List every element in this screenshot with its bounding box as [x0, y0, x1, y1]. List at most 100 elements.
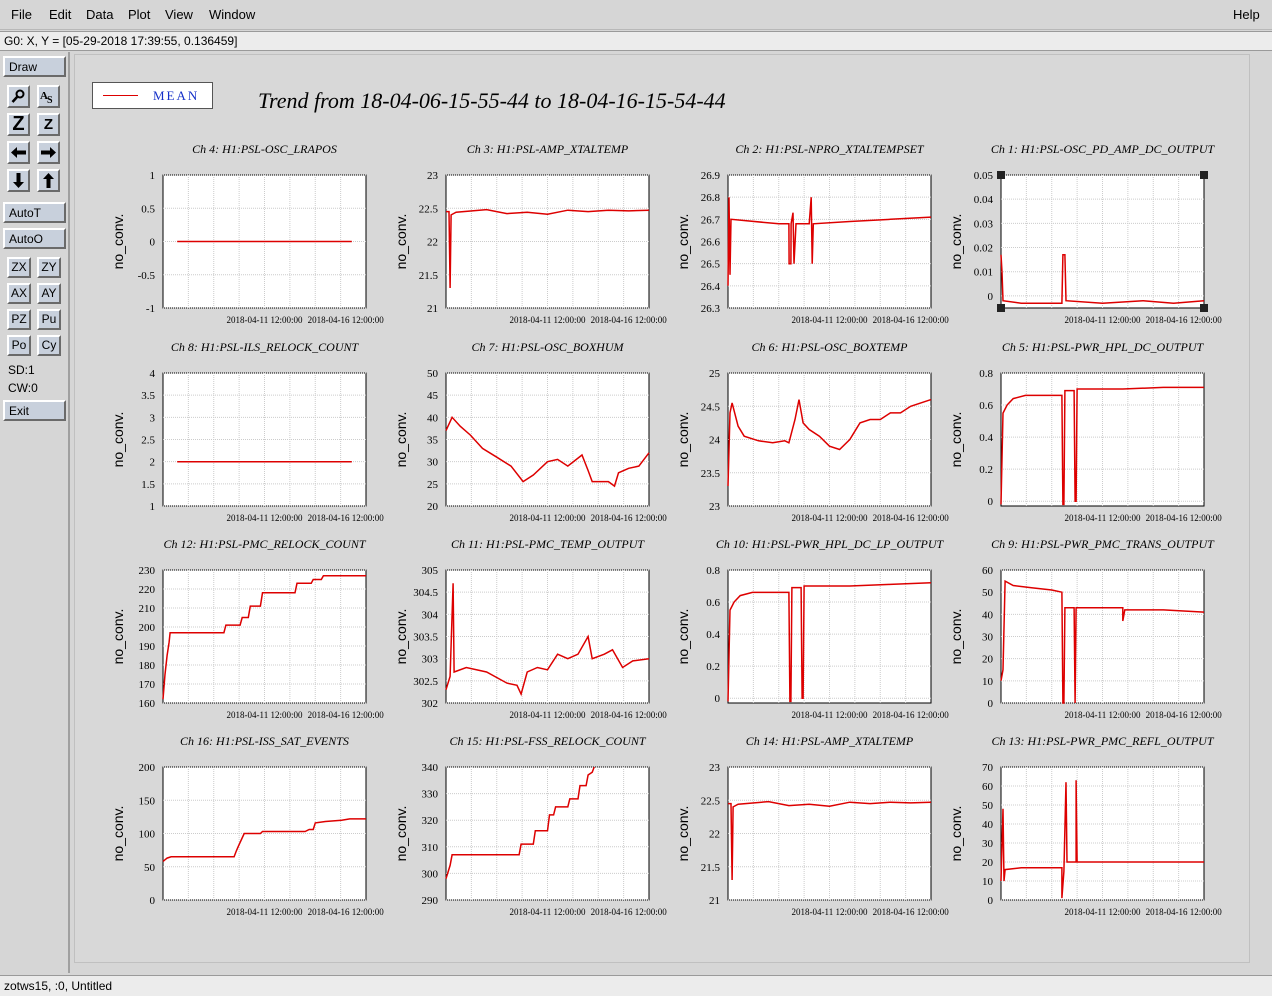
chart-panel[interactable] [1000, 766, 1205, 901]
y-tick-label: 303.5 [413, 632, 438, 644]
y-tick-label: 100 [139, 829, 156, 841]
y-axis-label: no_conv. [675, 806, 691, 862]
chart-title: Ch 5: H1:PSL-PWR_HPL_DC_OUTPUT [1002, 340, 1205, 354]
coordinate-readout: G0: X, Y = [05-29-2018 17:39:55, 0.13645… [0, 31, 1272, 51]
chart-panel[interactable] [1000, 569, 1205, 704]
chart-title: Ch 1: H1:PSL-OSC_PD_AMP_DC_OUTPUT [991, 142, 1216, 156]
pz-button[interactable]: PZ [7, 309, 31, 330]
y-tick-label: 20 [982, 857, 994, 869]
x-tick-label: 2018-04-11 12:00:00 [792, 710, 868, 720]
menu-view[interactable]: View [165, 7, 193, 22]
zoom-big-icon[interactable]: Z [7, 113, 30, 136]
y-tick-label: 4 [150, 368, 156, 380]
x-tick-label: 2018-04-11 12:00:00 [227, 513, 303, 523]
y-axis-label: no_conv. [948, 806, 964, 862]
y-tick-label: 21 [709, 895, 720, 907]
autot-button[interactable]: AutoT [3, 202, 66, 223]
series-line [162, 574, 366, 700]
chart-panel[interactable] [727, 174, 932, 309]
y-tick-label: 20 [982, 654, 994, 666]
y-axis-label: no_conv. [110, 412, 126, 468]
y-tick-label: 0 [988, 291, 994, 303]
y-axis-label: no_conv. [393, 806, 409, 862]
chart-panel[interactable] [727, 569, 932, 704]
menu-window[interactable]: Window [209, 7, 256, 22]
po-button[interactable]: Po [7, 335, 31, 356]
y-tick-label: 0.04 [974, 194, 994, 206]
pu-button[interactable]: Pu [37, 309, 61, 330]
chart-panel[interactable] [727, 372, 932, 507]
chart-title: Ch 15: H1:PSL-FSS_RELOCK_COUNT [449, 734, 646, 748]
y-tick-label: 1 [150, 170, 156, 182]
series-line [445, 583, 650, 697]
menu-edit[interactable]: Edit [49, 7, 72, 22]
series-line [727, 197, 932, 286]
y-tick-label: 26.5 [701, 259, 721, 271]
x-tick-label: 2018-04-16 12:00:00 [591, 315, 668, 325]
selection-handle[interactable] [997, 171, 1005, 179]
x-tick-label: 2018-04-11 12:00:00 [1065, 315, 1141, 325]
arrow-up-icon[interactable] [37, 169, 60, 192]
chart-panel[interactable] [445, 766, 650, 901]
y-tick-label: 0.2 [979, 464, 993, 476]
arrow-down-icon[interactable] [7, 169, 30, 192]
magnify-icon[interactable] [7, 85, 30, 108]
arrow-right-icon[interactable] [37, 141, 60, 164]
x-tick-label: 2018-04-16 12:00:00 [873, 315, 950, 325]
chart-panel[interactable] [162, 766, 367, 901]
y-tick-label: 26.9 [701, 170, 721, 182]
y-axis-label: no_conv. [393, 214, 409, 270]
chart-title: Ch 3: H1:PSL-AMP_XTALTEMP [467, 142, 629, 156]
series-line [445, 415, 650, 488]
autoo-button[interactable]: AutoO [3, 228, 66, 249]
y-tick-label: 26.6 [701, 237, 721, 249]
ax-button[interactable]: AX [7, 283, 31, 304]
chart-panel[interactable] [1000, 372, 1205, 507]
menu-help[interactable]: Help [1233, 7, 1260, 22]
cy-button[interactable]: Cy [37, 335, 61, 356]
chart-panel[interactable] [162, 569, 367, 704]
y-tick-label: 0.05 [974, 170, 994, 182]
y-tick-label: -1 [146, 303, 155, 315]
menu-plot[interactable]: Plot [128, 7, 151, 22]
series-line [728, 800, 932, 881]
ay-button[interactable]: AY [37, 283, 61, 304]
selection-handle[interactable] [1200, 171, 1208, 179]
x-tick-label: 2018-04-11 12:00:00 [510, 710, 586, 720]
exit-button[interactable]: Exit [3, 400, 66, 421]
chart-panel[interactable] [162, 174, 367, 309]
selection-handle[interactable] [1200, 304, 1208, 312]
menu-file[interactable]: File [11, 7, 32, 22]
y-tick-label: 2 [150, 457, 156, 469]
arrow-left-icon[interactable] [7, 141, 30, 164]
series-line [1000, 780, 1204, 899]
draw-button[interactable]: Draw [3, 56, 66, 77]
chart-panel[interactable] [997, 171, 1208, 312]
chart-panel[interactable] [445, 372, 650, 507]
chart-title: Ch 9: H1:PSL-PWR_PMC_TRANS_OUTPUT [991, 537, 1215, 551]
y-tick-label: 25 [427, 479, 439, 491]
y-tick-label: 290 [422, 895, 439, 907]
y-tick-label: 30 [982, 632, 994, 644]
y-axis-label: no_conv. [110, 806, 126, 862]
zx-button[interactable]: ZX [7, 257, 31, 278]
y-tick-label: 10 [982, 676, 994, 688]
y-axis-label: no_conv. [675, 609, 691, 665]
zy-button[interactable]: ZY [37, 257, 61, 278]
zoom-small-icon[interactable]: Z [37, 113, 60, 136]
chart-panel[interactable] [445, 569, 650, 704]
x-tick-label: 2018-04-16 12:00:00 [1146, 710, 1223, 720]
chart-panel[interactable] [727, 766, 932, 901]
y-tick-label: 21.5 [701, 862, 721, 874]
y-tick-label: 0.01 [974, 267, 993, 279]
x-tick-label: 2018-04-11 12:00:00 [227, 315, 303, 325]
chart-panel[interactable] [162, 372, 367, 507]
y-tick-label: 10 [982, 876, 994, 888]
chart-title: Ch 16: H1:PSL-ISS_SAT_EVENTS [180, 734, 349, 748]
chart-title: Ch 13: H1:PSL-PWR_PMC_REFL_OUTPUT [992, 734, 1215, 748]
menu-data[interactable]: Data [86, 7, 114, 22]
chart-panel[interactable] [445, 174, 650, 309]
y-axis-label: no_conv. [948, 609, 964, 665]
selection-handle[interactable] [997, 304, 1005, 312]
